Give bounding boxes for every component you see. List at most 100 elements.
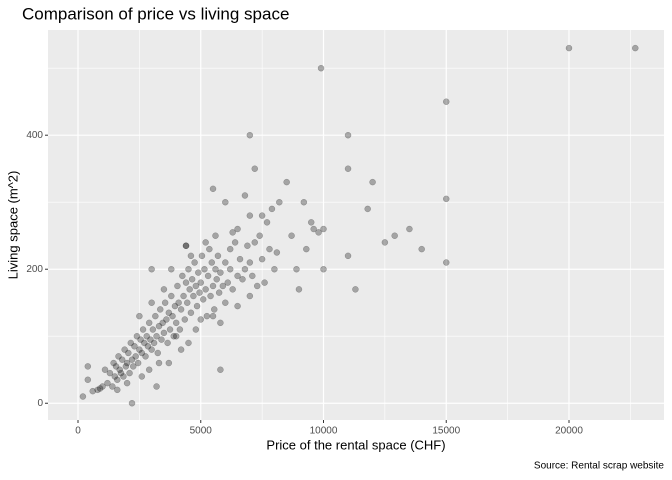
point [168,265,175,273]
point [300,198,308,206]
point [209,282,217,290]
point [131,343,138,350]
point [207,292,214,300]
point [317,64,325,72]
point [164,339,171,347]
point [231,239,239,246]
point [211,306,218,313]
point [369,178,376,186]
point [229,286,236,293]
point [139,326,147,333]
point [192,282,200,290]
point [104,379,111,387]
y-tick-label: 400 [26,130,43,141]
point [307,219,315,226]
point [123,379,131,387]
point [352,286,359,293]
point [165,359,173,367]
point [111,373,119,380]
y-axis-title: Living space (m^2) [5,171,20,280]
point [180,292,187,300]
point [141,339,148,347]
point [217,319,224,327]
point [193,302,201,310]
point [283,178,290,186]
point [202,239,209,246]
point [222,299,229,306]
point [418,245,425,253]
point [258,212,266,219]
point [154,349,162,357]
point [165,309,173,317]
point [315,229,322,236]
point [197,279,204,286]
point [215,289,223,296]
x-axis-title: Price of the rental space (CHF) [266,437,445,452]
point [197,316,204,323]
point [163,316,170,323]
point [256,232,263,239]
point [246,131,254,139]
point [121,346,128,353]
point [239,276,246,283]
point [128,356,136,363]
point [320,225,327,233]
point [136,346,143,353]
point [170,332,177,340]
point [203,312,211,320]
point [198,252,206,260]
x-tick-label: 10000 [310,426,338,437]
point [310,225,317,233]
point [344,165,352,172]
point [246,259,254,266]
point [209,185,217,193]
point [148,265,155,273]
point [182,242,190,250]
point [212,232,219,239]
point [246,292,254,300]
point [196,289,203,296]
point [241,265,249,273]
point [168,292,175,300]
point [158,336,165,343]
point [182,279,190,286]
x-tick-label: 15000 [432,426,460,437]
point [114,376,121,384]
point [208,259,216,266]
point [89,387,96,395]
point [266,245,273,253]
point [171,302,179,310]
point [137,336,144,343]
point [94,386,101,394]
point [303,245,310,253]
point [276,198,283,206]
point [159,319,166,327]
point [195,269,202,276]
point [101,366,109,373]
point [344,131,352,139]
chart-title: Comparison of price vs living space [22,4,289,23]
point [161,299,169,306]
point [217,366,224,373]
point [99,383,106,390]
point [145,366,153,373]
x-tick-label: 5000 [190,426,213,437]
point [206,245,213,253]
point [79,393,87,400]
point [128,399,136,407]
y-tick-label: 0 [37,398,43,409]
point [125,349,132,357]
point [204,272,212,280]
point [115,353,122,360]
panel [48,30,664,420]
point [241,192,249,199]
point [565,44,573,52]
point [249,272,256,280]
point [186,286,193,293]
point [152,312,159,320]
point [148,346,155,353]
point [155,359,163,367]
y-tick-label: 200 [26,264,43,275]
point [172,319,180,327]
point [273,249,281,256]
